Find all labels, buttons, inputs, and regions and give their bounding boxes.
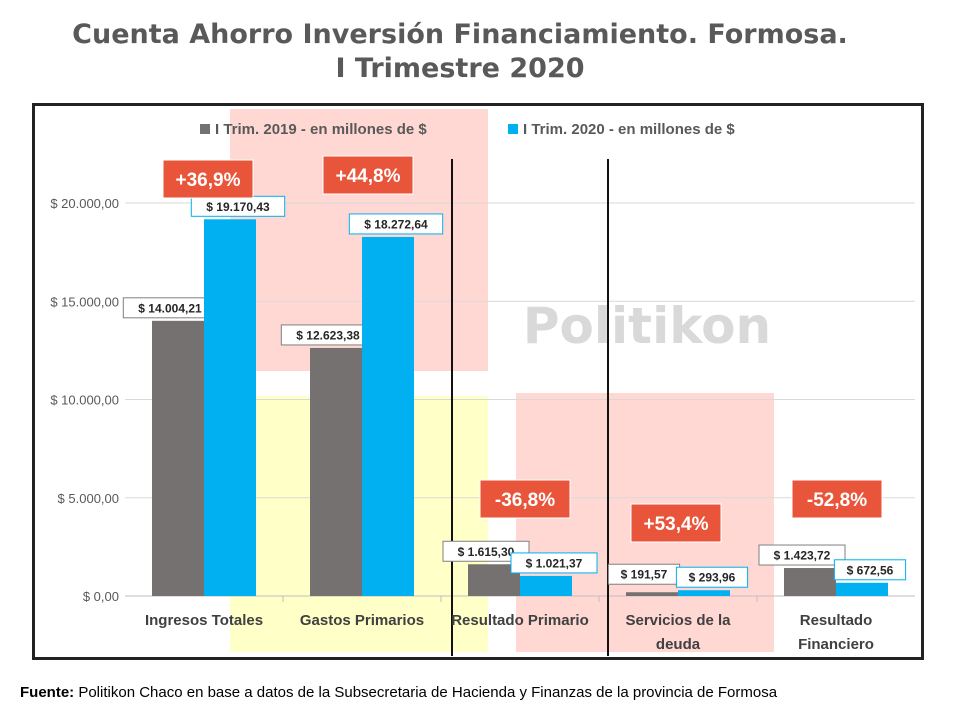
data-label-box: [675, 566, 749, 588]
y-tick-label: $ 20.000,00: [50, 196, 119, 211]
data-label: $ 18.272,64: [364, 217, 428, 231]
variation-label: +44,8%: [336, 166, 401, 187]
data-label: $ 12.623,38: [296, 328, 360, 342]
watermark: Politikon: [523, 297, 771, 355]
chart-frame: Politikon $ 0,00 $ 5.000,00 $ 10.000,00 $ 15…: [32, 103, 924, 660]
variation-box: [322, 155, 414, 195]
chart-title: Cuenta Ahorro Inversión Financiamiento. …: [0, 18, 920, 86]
category-label: Servicios de la: [625, 612, 731, 629]
bar: [836, 582, 888, 596]
variation-label: +53,4%: [644, 514, 709, 535]
variation-label: +36,9%: [176, 170, 241, 191]
legend-swatch: [200, 124, 210, 134]
y-tick-label: $ 10.000,00: [50, 393, 119, 408]
legend-label: I Trim. 2019 - en millones de $: [215, 121, 427, 138]
bar: [310, 347, 362, 596]
variation-box: [162, 159, 254, 199]
data-label-box: [442, 540, 530, 562]
bar-chart: Politikon $ 0,00 $ 5.000,00 $ 10.000,00 $ 15…: [50, 109, 915, 656]
variation-box: [630, 503, 722, 543]
bar: [784, 568, 836, 596]
y-tick-label: $ 15.000,00: [50, 294, 119, 309]
category-label: Resultado Primario: [451, 612, 589, 629]
data-label: $ 672,56: [847, 563, 894, 577]
data-label-box: [758, 544, 846, 566]
source-label: Fuente:: [20, 684, 75, 701]
data-label: $ 1.423,72: [774, 549, 831, 563]
category-label: Resultado: [800, 612, 873, 629]
data-label: $ 1.021,37: [526, 556, 583, 570]
variation-label: -36,8%: [495, 490, 555, 511]
source-note: Fuente: Politikon Chaco en base a datos …: [20, 684, 777, 701]
legend-label: I Trim. 2020 - en millones de $: [523, 121, 735, 138]
bar: [362, 236, 414, 596]
data-label-box: [348, 213, 444, 235]
data-label: $ 19.170,43: [206, 200, 270, 214]
bar: [204, 219, 256, 596]
bar: [678, 590, 730, 596]
data-label: $ 191,57: [621, 568, 668, 582]
category-label: Gastos Primarios: [300, 612, 424, 629]
chart-title-line1: Cuenta Ahorro Inversión Financiamiento. …: [72, 19, 848, 50]
variation-label: -52,8%: [807, 490, 867, 511]
source-text: Politikon Chaco en base a datos de la Su…: [74, 684, 778, 701]
category-label: Financiero: [798, 636, 874, 653]
data-label: $ 293,96: [689, 571, 736, 585]
data-label-box: [510, 552, 598, 574]
data-label-box: [833, 559, 907, 581]
variation-box: [479, 479, 571, 519]
legend-swatch: [508, 124, 518, 134]
category-label: Ingresos Totales: [145, 612, 263, 629]
bar: [520, 575, 572, 596]
variation-box: [791, 479, 883, 519]
chart-title-line2: I Trimestre 2020: [335, 53, 585, 84]
y-tick-label: $ 0,00: [83, 589, 119, 604]
bar: [626, 592, 678, 596]
data-label: $ 14.004,21: [138, 301, 202, 315]
y-tick-label: $ 5.000,00: [58, 491, 119, 506]
data-label: $ 1.615,30: [458, 545, 515, 559]
category-label: deuda: [656, 636, 701, 653]
bar: [152, 320, 204, 596]
